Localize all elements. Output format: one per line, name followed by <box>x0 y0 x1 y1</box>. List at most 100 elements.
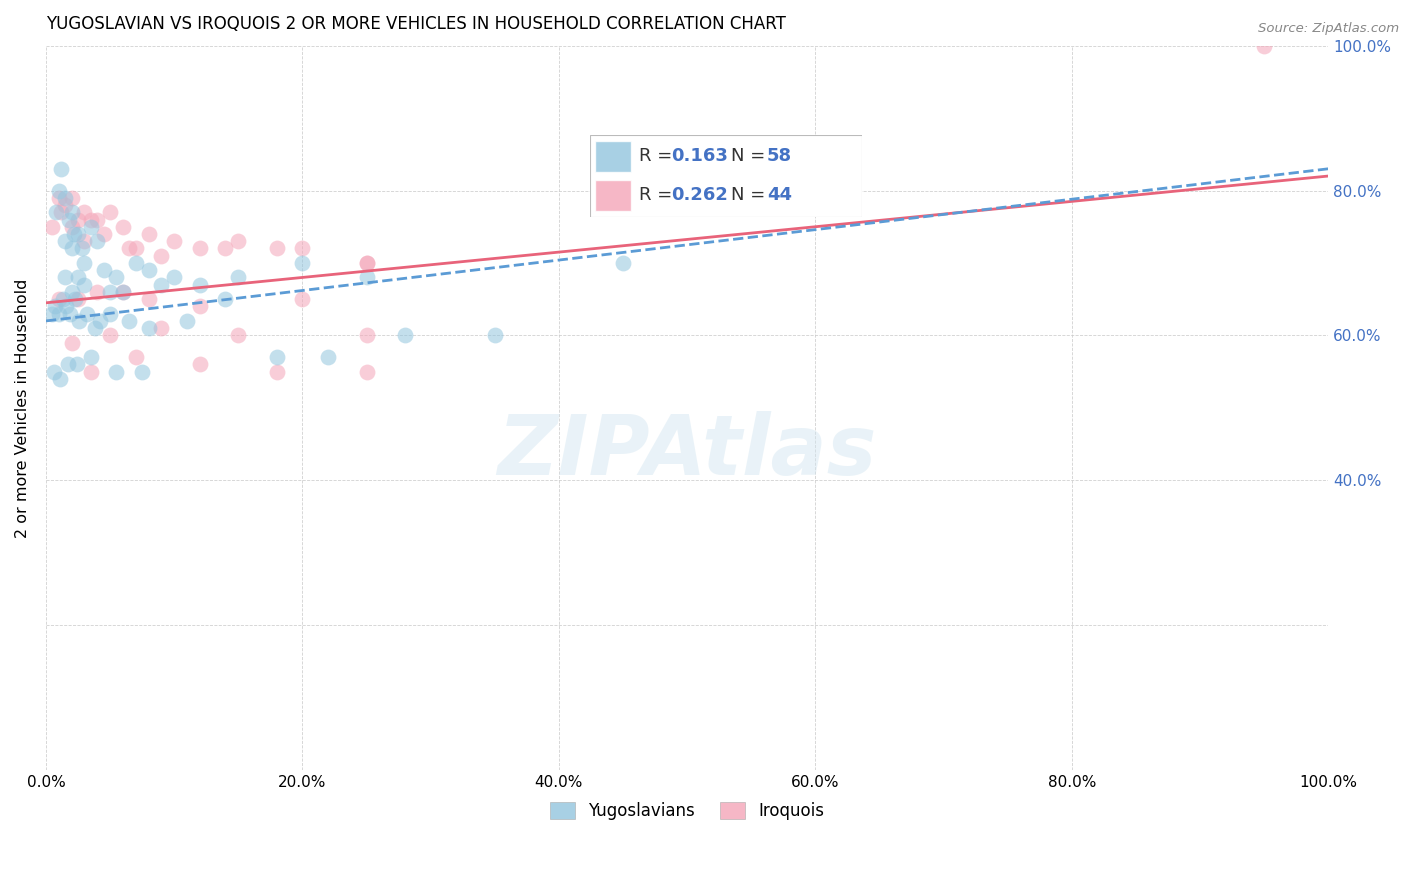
Point <box>73 205 96 219</box>
Point <box>150 277 173 292</box>
Text: 58: 58 <box>766 147 792 165</box>
Point <box>41 307 63 321</box>
Point <box>55 300 77 314</box>
Point <box>53 191 76 205</box>
Point <box>111 285 134 299</box>
Point <box>291 256 314 270</box>
Point <box>612 256 634 270</box>
Point <box>45 205 67 219</box>
Point <box>138 227 160 241</box>
Point <box>66 357 89 371</box>
Text: Source: ZipAtlas.com: Source: ZipAtlas.com <box>1258 22 1399 36</box>
Point <box>60 191 83 205</box>
Point <box>86 285 108 299</box>
Point <box>89 314 111 328</box>
Point <box>98 328 121 343</box>
Text: 0.163: 0.163 <box>672 147 728 165</box>
Point <box>226 328 249 343</box>
Point <box>66 227 89 241</box>
Text: 44: 44 <box>766 186 792 204</box>
Point <box>60 335 83 350</box>
Point <box>60 205 83 219</box>
Point <box>86 234 108 248</box>
Point <box>150 321 173 335</box>
Point <box>125 350 148 364</box>
Point <box>131 365 153 379</box>
Text: 0.262: 0.262 <box>672 186 728 204</box>
Point <box>60 285 83 299</box>
Point <box>48 307 70 321</box>
Text: YUGOSLAVIAN VS IROQUOIS 2 OR MORE VEHICLES IN HOUSEHOLD CORRELATION CHART: YUGOSLAVIAN VS IROQUOIS 2 OR MORE VEHICL… <box>46 15 786 33</box>
Point <box>98 285 121 299</box>
Point <box>42 365 65 379</box>
Point <box>484 328 506 343</box>
Point <box>118 314 141 328</box>
Point <box>188 357 211 371</box>
Point <box>53 234 76 248</box>
Point <box>118 242 141 256</box>
Point <box>291 242 314 256</box>
Point <box>105 365 128 379</box>
Point <box>138 292 160 306</box>
Point <box>266 242 288 256</box>
Point <box>125 256 148 270</box>
Point <box>41 219 63 234</box>
Point <box>138 321 160 335</box>
Text: R =: R = <box>638 147 678 165</box>
Point <box>188 277 211 292</box>
Point <box>93 227 115 241</box>
Point <box>226 270 249 285</box>
Point <box>125 242 148 256</box>
Point <box>188 300 211 314</box>
Point <box>63 227 86 241</box>
Point <box>73 277 96 292</box>
Bar <box>595 180 631 211</box>
Point <box>66 212 89 227</box>
Text: ZIPAtlas: ZIPAtlas <box>498 411 877 491</box>
Point <box>53 198 76 212</box>
Point <box>65 292 87 306</box>
Point <box>49 372 72 386</box>
Point <box>138 263 160 277</box>
Point <box>44 300 66 314</box>
Text: R =: R = <box>638 186 678 204</box>
Point <box>59 307 82 321</box>
Point <box>73 256 96 270</box>
Point <box>188 242 211 256</box>
Text: N =: N = <box>731 147 772 165</box>
Point <box>163 234 186 248</box>
Point <box>163 270 186 285</box>
Point <box>73 234 96 248</box>
Point <box>356 270 378 285</box>
Point <box>48 184 70 198</box>
Point <box>52 292 75 306</box>
Point <box>111 285 134 299</box>
Point <box>56 357 79 371</box>
Point <box>394 328 416 343</box>
Point <box>356 365 378 379</box>
Point <box>66 270 89 285</box>
Point <box>60 242 83 256</box>
Point <box>93 263 115 277</box>
Point <box>80 365 103 379</box>
Point <box>80 350 103 364</box>
Point <box>111 219 134 234</box>
Point <box>60 219 83 234</box>
Point <box>356 256 378 270</box>
Text: N =: N = <box>731 186 772 204</box>
Point <box>51 205 73 219</box>
Point <box>316 350 339 364</box>
Point <box>266 350 288 364</box>
Legend: Yugoslavians, Iroquois: Yugoslavians, Iroquois <box>543 796 831 827</box>
Point <box>105 270 128 285</box>
Point <box>67 314 90 328</box>
Point <box>98 205 121 219</box>
Point <box>356 328 378 343</box>
Point <box>86 212 108 227</box>
Point <box>266 365 288 379</box>
Point <box>356 256 378 270</box>
Point <box>76 307 98 321</box>
Point <box>83 321 105 335</box>
Point <box>80 219 103 234</box>
Point <box>70 242 93 256</box>
